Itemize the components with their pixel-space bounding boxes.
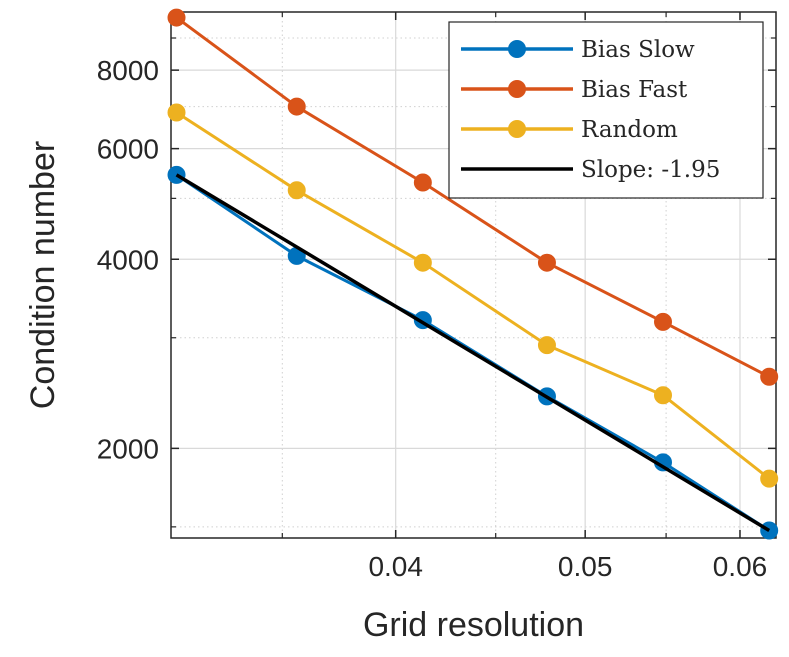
data-point (537, 253, 556, 272)
legend-label: Bias Slow (581, 37, 695, 63)
legend-label: Bias Fast (581, 77, 688, 103)
y-tick-label: 2000 (97, 433, 159, 464)
legend-item: Slope: -1.95 (461, 157, 720, 183)
data-point (413, 253, 432, 272)
legend-item: Bias Fast (461, 77, 688, 103)
data-point (287, 181, 306, 200)
series-line (175, 16, 770, 379)
data-point (654, 386, 673, 405)
data-point (654, 312, 673, 331)
legend-item: Bias Slow (461, 37, 695, 63)
x-tick-label: 0.04 (368, 551, 423, 582)
series-line (175, 173, 771, 533)
legend-label: Slope: -1.95 (581, 157, 720, 183)
data-point (167, 103, 186, 122)
legend-item: Random (461, 117, 678, 143)
series-line (175, 111, 771, 480)
legend: Bias Slow Bias Fast Random Slope: -1.95 (448, 21, 764, 199)
series-slope-1-95 (175, 173, 771, 533)
legend-label: Random (581, 117, 678, 143)
series-bias-fast (167, 8, 779, 386)
x-axis-label: Grid resolution (363, 606, 584, 644)
legend-swatch-marker (508, 40, 526, 58)
y-axis-label: Condition number (24, 141, 62, 409)
y-tick-label: 6000 (97, 134, 159, 165)
data-point (760, 469, 779, 488)
series-random (167, 103, 779, 488)
y-tick-label: 4000 (97, 244, 159, 275)
data-point (167, 8, 186, 27)
ticks-layer: 0.04 0.05 0.06 2000 4000 6000 8000 (97, 12, 776, 582)
legend-swatch-marker (508, 120, 526, 138)
data-point (287, 97, 306, 116)
data-point (760, 367, 779, 386)
x-tick-label: 0.06 (713, 551, 768, 582)
data-point (413, 173, 432, 192)
series-layer (167, 8, 779, 540)
data-point (537, 336, 556, 355)
legend-swatch-marker (508, 80, 526, 98)
x-tick-label: 0.05 (558, 551, 613, 582)
y-tick-label: 8000 (97, 55, 159, 86)
plot-frame (170, 11, 777, 539)
